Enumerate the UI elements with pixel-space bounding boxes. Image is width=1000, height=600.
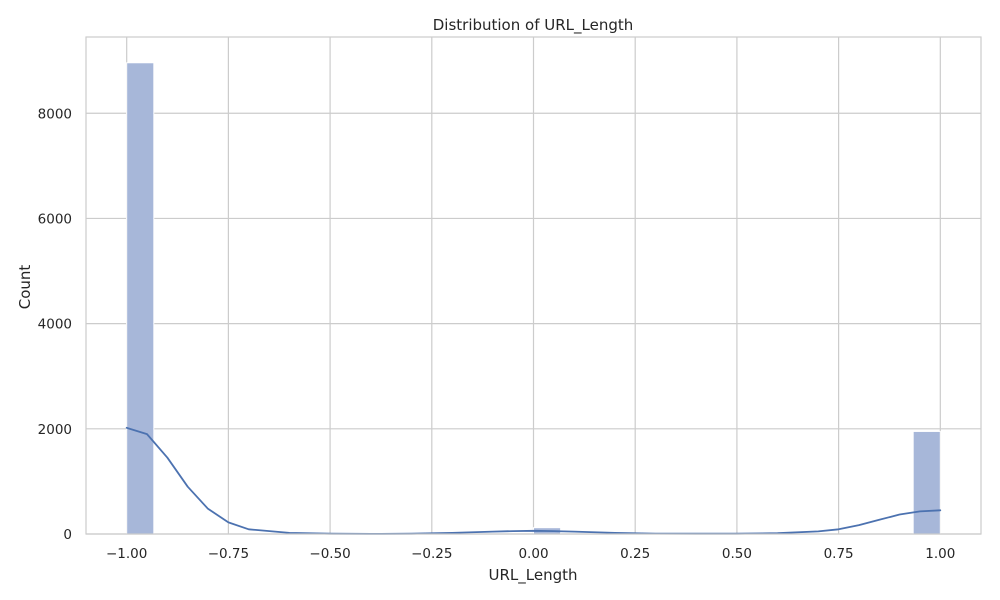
ticks-layer: −1.00 −0.75 −0.50 −0.25 0.00 0.25 0.50 0.75 1.00…	[38, 106, 956, 562]
y-tick-label: 8000	[38, 106, 72, 122]
x-tick-label: −1.00	[106, 546, 147, 562]
x-tick-label: −0.50	[309, 546, 350, 562]
x-tick-label: 0.50	[722, 546, 752, 562]
y-tick-label: 0	[63, 527, 72, 543]
x-tick-label: −0.25	[411, 546, 452, 562]
kde-layer	[125, 426, 942, 535]
histogram-bar	[912, 430, 941, 535]
x-tick-label: 0.75	[824, 546, 854, 562]
x-tick-label: 1.00	[925, 546, 955, 562]
y-tick-label: 4000	[38, 317, 72, 333]
y-axis-label: Count	[16, 265, 34, 310]
spines-layer	[85, 36, 982, 535]
x-tick-label: −0.75	[208, 546, 249, 562]
chart-title: Distribution of URL_Length	[433, 16, 634, 35]
x-axis-label: URL_Length	[489, 566, 578, 585]
x-tick-label: 0.00	[518, 546, 548, 562]
y-tick-label: 2000	[38, 422, 72, 438]
x-tick-label: 0.25	[620, 546, 650, 562]
histogram-bar	[126, 62, 155, 535]
plot-frame	[85, 36, 982, 535]
grid-layer	[86, 37, 981, 535]
bars-layer	[126, 62, 941, 535]
kde-line	[125, 426, 942, 535]
y-tick-label: 6000	[38, 211, 72, 227]
